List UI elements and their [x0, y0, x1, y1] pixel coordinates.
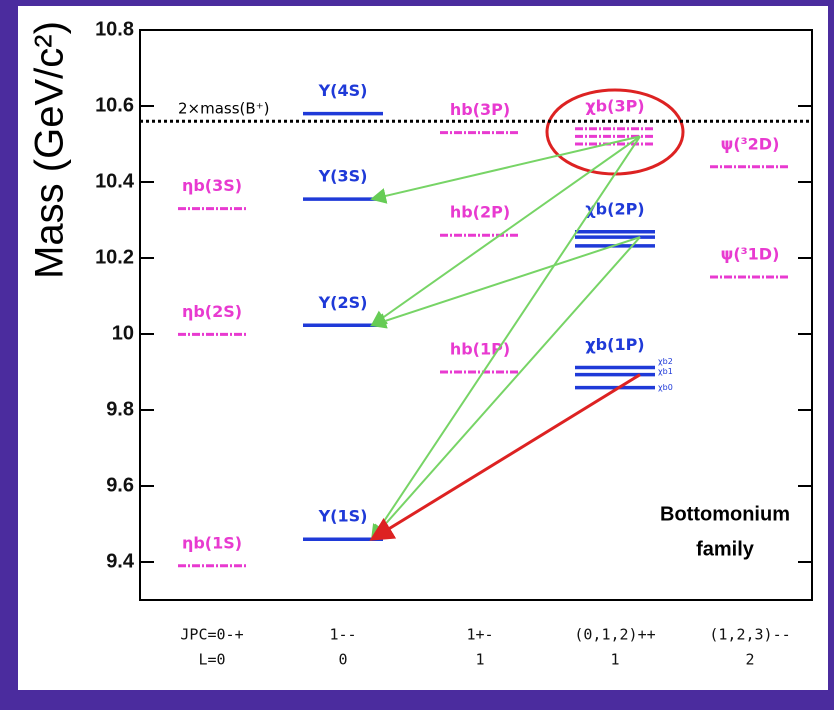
level-label: ηb(1S) [182, 533, 242, 552]
plot-frame [139, 29, 813, 601]
y-axis-label: Mass (GeV/c²) [28, 21, 72, 279]
column-jpc: 1-- [329, 626, 356, 644]
level-label: χb(3P) [585, 96, 644, 115]
transition-arrow [370, 135, 641, 541]
y-tick-label: 10.2 [95, 246, 134, 268]
level-label: Υ(4S) [318, 81, 368, 100]
y-tick-label: 9.6 [106, 474, 134, 496]
column-jpc: (1,2,3)-- [709, 626, 790, 644]
level-label: ηb(3S) [182, 176, 242, 195]
y-tick-label: 10 [112, 322, 134, 344]
column-l: 1 [610, 651, 619, 669]
column-jpc: JPC=0-+ [180, 626, 243, 644]
level-label: ψ(³1D) [721, 245, 780, 264]
sub-label: χb2 [658, 357, 673, 366]
y-tick-label: 10.4 [95, 170, 135, 192]
level-label: χb(1P) [585, 335, 644, 354]
level-label: hb(3P) [450, 100, 510, 119]
annotation: family [696, 538, 755, 560]
column-l: L=0 [198, 651, 225, 669]
y-tick-label: 9.8 [106, 398, 134, 420]
sub-label: χb0 [658, 383, 673, 392]
column-l: 2 [745, 651, 754, 669]
transition-arrow [369, 373, 641, 541]
level-label: ψ(³2D) [721, 134, 780, 153]
level-label: Υ(3S) [318, 167, 368, 186]
level-label: χb(2P) [585, 199, 644, 218]
threshold-label: 2×mass(B⁺) [178, 100, 269, 118]
level-label: Υ(2S) [318, 293, 368, 312]
level-label: Υ(1S) [318, 507, 368, 526]
transition-arrow [370, 236, 641, 329]
y-tick-label: 10.6 [95, 94, 134, 116]
transition-arrow [370, 135, 641, 204]
y-tick-label: 9.4 [106, 550, 135, 572]
sub-label: χb1 [658, 367, 673, 376]
level-label: hb(1P) [450, 340, 510, 359]
column-l: 0 [338, 651, 347, 669]
column-jpc: (0,1,2)++ [574, 626, 655, 644]
y-tick-label: 10.8 [95, 18, 134, 40]
annotation: Bottomonium [660, 503, 790, 525]
column-jpc: 1+- [466, 626, 493, 644]
transition-arrow [370, 236, 641, 541]
transition-arrow [370, 135, 641, 327]
level-label: hb(2P) [450, 203, 510, 222]
level-label: ηb(2S) [182, 302, 242, 321]
column-l: 1 [475, 651, 484, 669]
